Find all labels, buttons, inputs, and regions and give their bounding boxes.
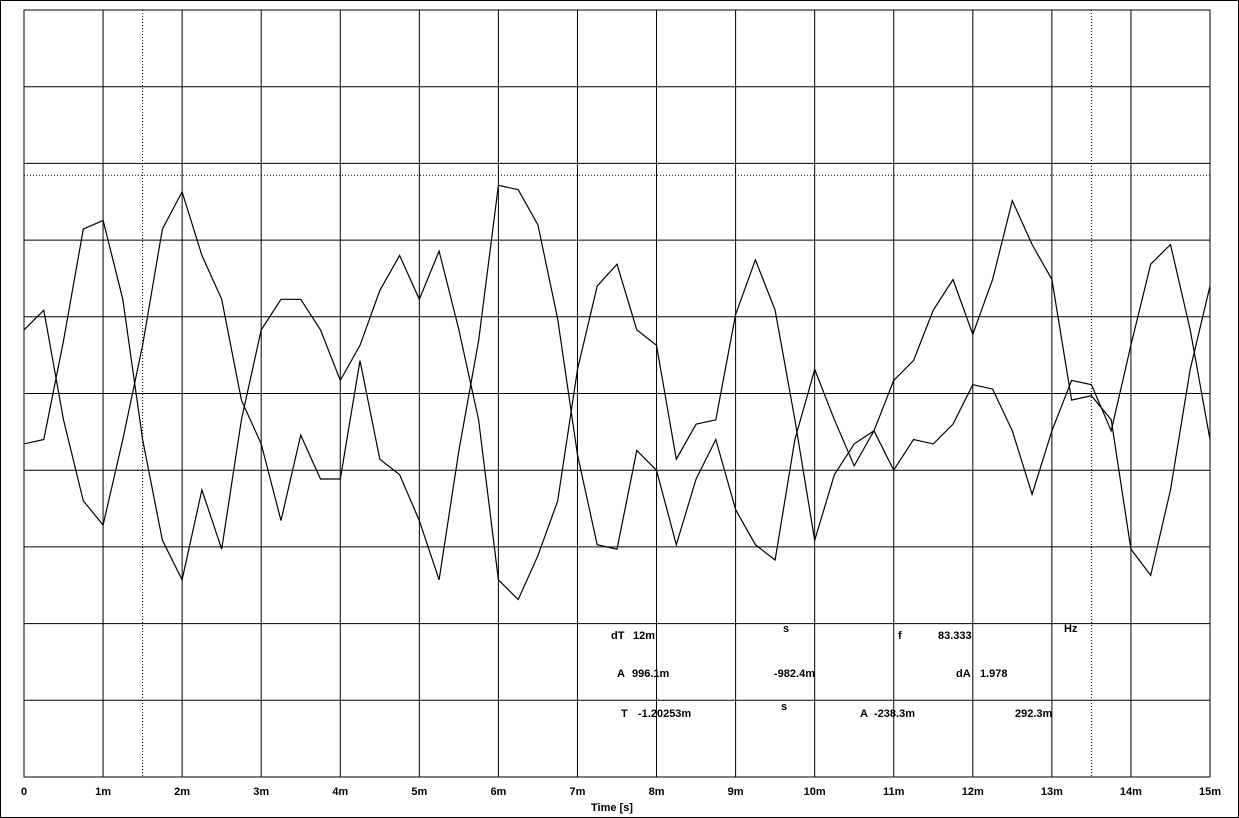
x-tick-label: 0 xyxy=(21,786,27,798)
readout: Hz xyxy=(1064,623,1078,635)
readout: dA xyxy=(956,668,971,680)
readout: -982.4m xyxy=(774,668,815,680)
x-tick-label: 4m xyxy=(332,786,348,798)
readout: A xyxy=(860,708,868,720)
readout: A xyxy=(617,668,625,680)
readout: -238.3m xyxy=(874,708,915,720)
trace xyxy=(23,184,1211,580)
x-tick-label: 1m xyxy=(95,786,111,798)
x-tick-label: 9m xyxy=(728,786,744,798)
readout: 996.1m xyxy=(632,668,670,680)
x-tick-label: 10m xyxy=(804,786,826,798)
x-tick-label: 14m xyxy=(1120,786,1142,798)
trace xyxy=(23,219,1211,601)
x-tick-label: 15m xyxy=(1199,786,1221,798)
x-tick-label: 8m xyxy=(649,786,665,798)
readout: 83.333 xyxy=(938,630,972,642)
x-tick-label: 2m xyxy=(174,786,190,798)
x-tick-label: 13m xyxy=(1041,786,1063,798)
x-axis-label: Time [s] xyxy=(591,802,633,814)
x-tick-label: 5m xyxy=(411,786,427,798)
readout: -1.20253m xyxy=(638,708,691,720)
readout: s xyxy=(783,623,789,635)
x-tick-label: 11m xyxy=(883,786,905,798)
readout: 12m xyxy=(633,630,655,642)
readout: T xyxy=(621,708,628,720)
x-tick-label: 3m xyxy=(253,786,269,798)
readout: f xyxy=(898,630,902,642)
x-tick-label: 6m xyxy=(490,786,506,798)
x-tick-label: 7m xyxy=(570,786,586,798)
readout: 1.978 xyxy=(980,668,1008,680)
readout: 292.3m xyxy=(1015,708,1053,720)
readout: s xyxy=(781,701,787,713)
readout: dT xyxy=(611,630,625,642)
x-tick-label: 12m xyxy=(962,786,984,798)
